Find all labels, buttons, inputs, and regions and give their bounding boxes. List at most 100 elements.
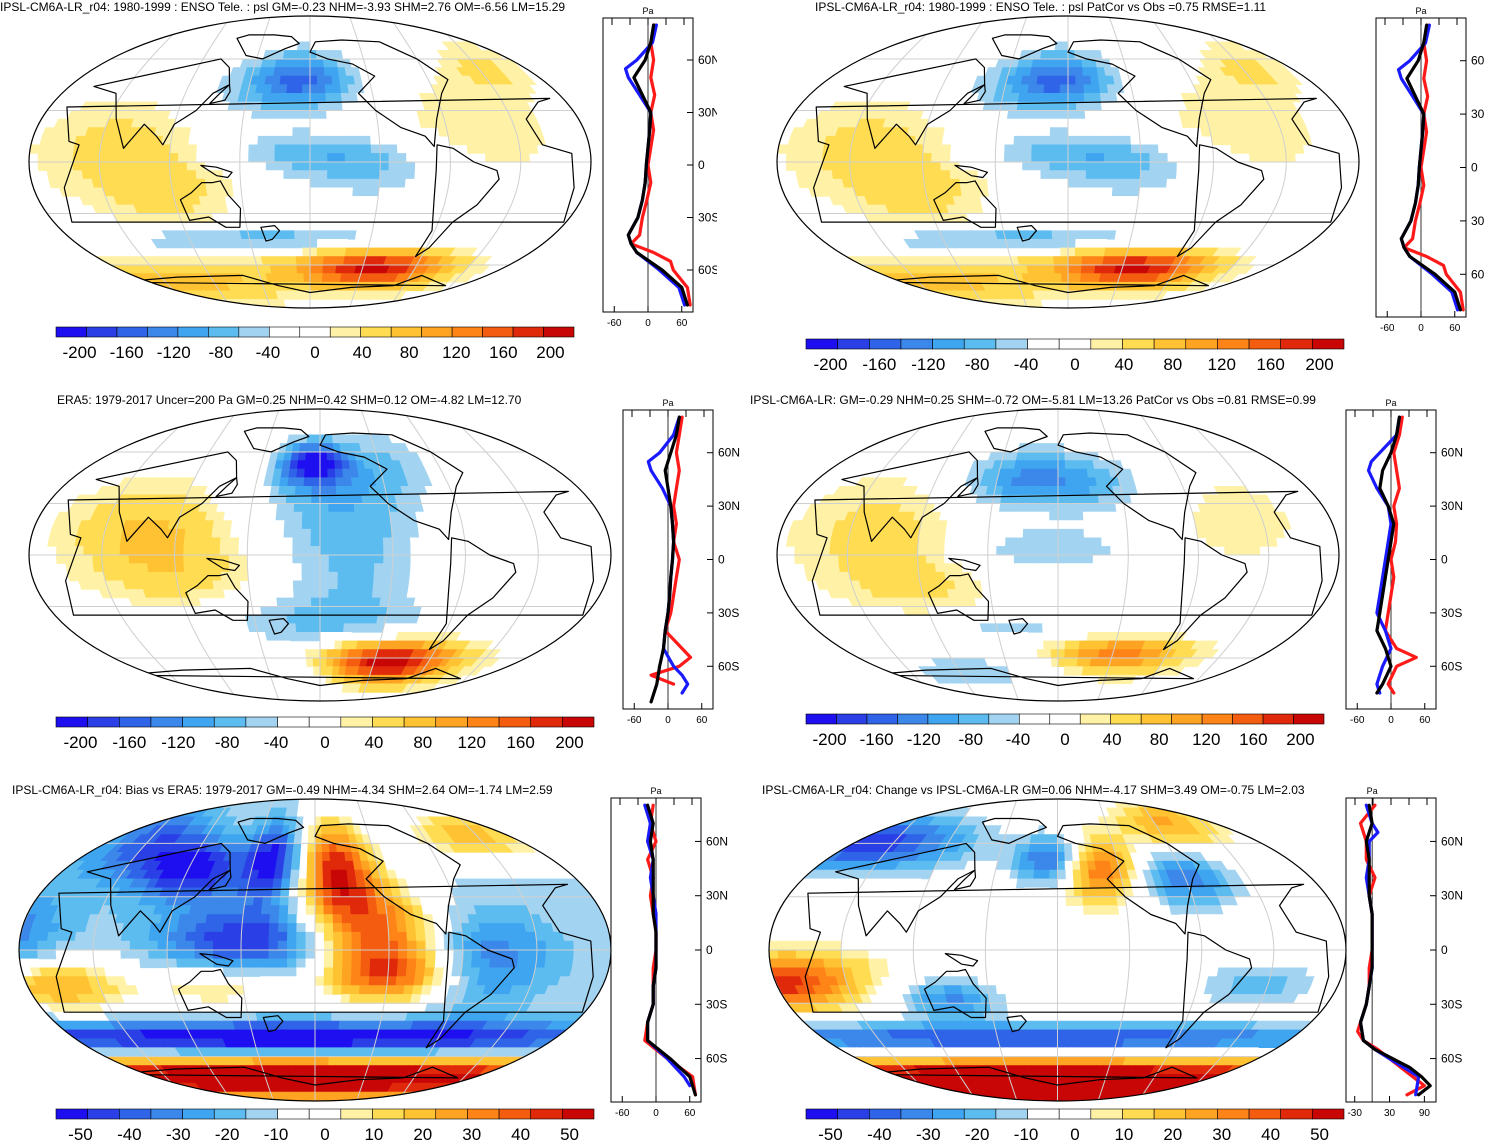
- field-cell: [359, 196, 371, 206]
- field-cell: [305, 451, 314, 461]
- field-cell: [166, 299, 183, 308]
- field-cell: [309, 75, 318, 85]
- field-cell: [363, 520, 375, 530]
- field-cell: [300, 144, 311, 154]
- field-cell: [309, 93, 319, 103]
- field-cell: [931, 161, 942, 171]
- field-cell: [1026, 93, 1037, 103]
- field-cell: [1057, 503, 1067, 513]
- x-tick-label: -60: [1380, 323, 1395, 334]
- field-cell: [892, 528, 903, 539]
- field-cell: [1241, 546, 1252, 556]
- field-cell: [1032, 503, 1042, 513]
- zonal-line-black: [1399, 23, 1462, 312]
- field-cell: [310, 537, 321, 547]
- field-cell: [151, 170, 163, 180]
- colorbar-box: [1171, 713, 1203, 725]
- field-cell: [1037, 443, 1046, 453]
- lat-tick-label: 30N: [718, 499, 740, 513]
- field-cell: [322, 256, 332, 266]
- field-cell: [65, 537, 77, 547]
- field-cell: [1176, 161, 1187, 171]
- field-cell: [986, 135, 997, 146]
- lat-tick-label: 60N: [698, 53, 717, 67]
- field-cell: [297, 878, 308, 889]
- field-cell: [831, 144, 843, 154]
- field-cell: [354, 511, 365, 521]
- field-cell: [802, 546, 813, 556]
- field-cell: [306, 860, 316, 871]
- field-cell: [319, 537, 330, 547]
- field-cell: [188, 187, 200, 197]
- field-cell: [418, 537, 430, 547]
- coastline: [957, 477, 979, 498]
- field-cell: [292, 135, 302, 146]
- field-cell: [345, 503, 356, 513]
- field-cell: [134, 153, 144, 163]
- field-cell: [283, 571, 294, 582]
- meridian: [442, 409, 539, 701]
- field-cell: [292, 580, 303, 590]
- field-cell: [1004, 554, 1015, 564]
- field-cell: [1286, 84, 1303, 94]
- field-cell: [1081, 614, 1091, 624]
- field-cell: [934, 537, 946, 547]
- field-cell: [1081, 494, 1092, 504]
- field-cell: [283, 537, 294, 547]
- field-cell: [1067, 118, 1078, 128]
- colorbar-label: 40: [364, 733, 383, 752]
- field-cell: [1057, 623, 1067, 633]
- colorbar-box: [329, 326, 362, 338]
- field-cell: [301, 187, 311, 197]
- field-cell: [1058, 187, 1069, 197]
- field-cell: [309, 230, 319, 240]
- field-cell: [318, 144, 328, 154]
- field-cell: [520, 84, 537, 94]
- field-cell: [300, 161, 311, 171]
- field-cell: [318, 178, 328, 189]
- colorbar-label: 0: [1070, 355, 1079, 374]
- field-cell: [1139, 144, 1151, 154]
- field-cell: [282, 264, 292, 274]
- field-cell: [160, 161, 171, 171]
- field-cell: [1053, 256, 1062, 266]
- field-cell: [1167, 153, 1178, 163]
- panel-title: IPSL-CM6A-LR_r04: 1980-1999 : ENSO Tele.…: [815, 0, 1267, 14]
- field-cell: [1081, 486, 1091, 496]
- field-cell: [1091, 230, 1101, 240]
- field-cell: [962, 580, 974, 590]
- field-cell: [139, 290, 158, 300]
- field-cell: [1109, 537, 1120, 547]
- field-cell: [987, 554, 997, 564]
- field-cell: [345, 589, 356, 599]
- field-cell: [205, 187, 217, 197]
- field-cell: [926, 563, 937, 573]
- field-cell: [987, 528, 998, 539]
- field-cell: [951, 187, 963, 197]
- field-cell: [1047, 273, 1056, 283]
- field-cell: [313, 666, 321, 676]
- field-cell: [288, 468, 298, 478]
- field-cell: [1042, 93, 1053, 103]
- field-cell: [899, 563, 911, 573]
- colorbar-label: -120: [157, 343, 191, 362]
- x-tick-label: 60: [696, 715, 708, 726]
- field-cell: [1013, 563, 1024, 573]
- field-cell: [217, 204, 229, 214]
- field-cell: [484, 153, 495, 163]
- field-cell: [401, 554, 412, 564]
- field-cell: [276, 110, 286, 120]
- field-cell: [1067, 93, 1077, 103]
- field-cell: [355, 563, 366, 573]
- field-cell: [1148, 135, 1159, 146]
- field-cell: [913, 161, 924, 171]
- field-cell: [1164, 187, 1176, 197]
- field-cell: [1049, 486, 1059, 496]
- x-tick-label: 0: [645, 318, 651, 329]
- field-cell: [1040, 144, 1051, 154]
- field-cell: [1044, 239, 1054, 249]
- field-cell: [292, 290, 300, 300]
- field-cell: [1057, 649, 1066, 659]
